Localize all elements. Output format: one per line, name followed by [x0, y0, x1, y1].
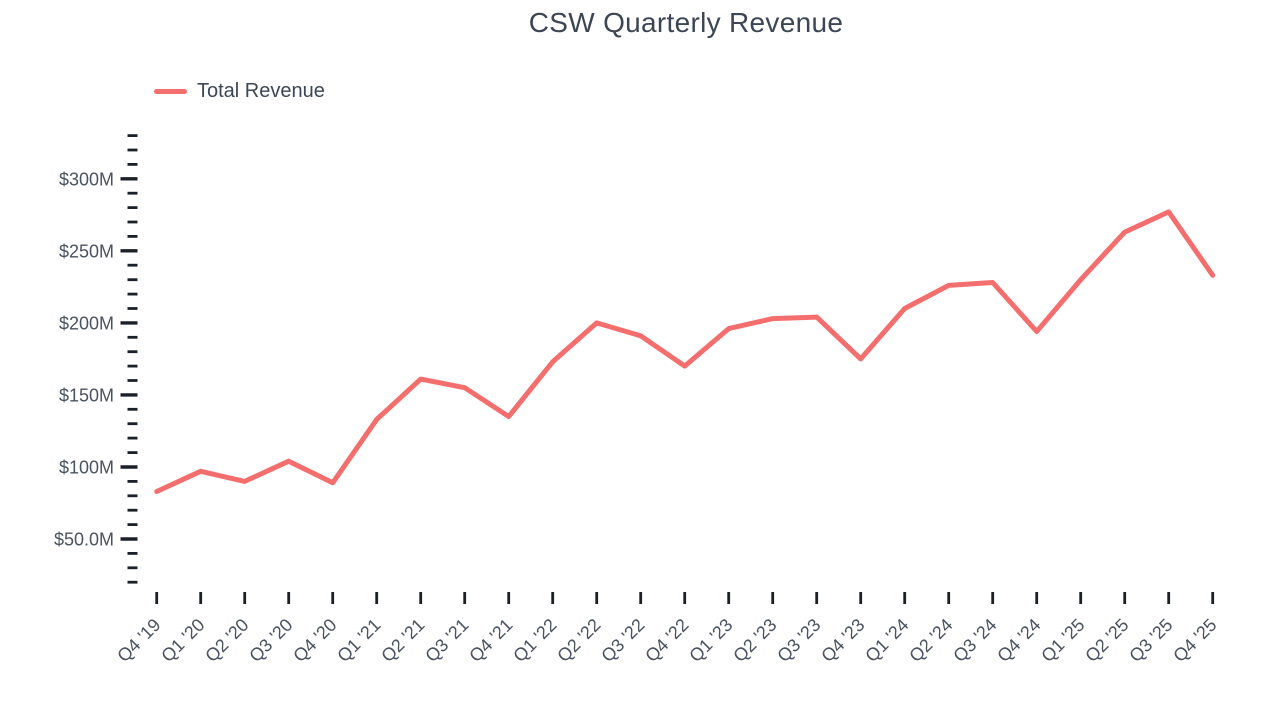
x-axis-label: Q2 '24	[905, 615, 956, 666]
y-axis-labels: $50.0M $100M $150M $200M $250M $300M	[54, 169, 114, 549]
revenue-series	[154, 209, 1216, 494]
y-axis-label: $300M	[59, 169, 114, 189]
x-axis-label: Q4 '25	[1169, 615, 1220, 666]
x-axis-label: Q2 '23	[729, 615, 780, 666]
y-axis-label: $250M	[59, 241, 114, 261]
x-axis-label: Q1 '21	[333, 615, 384, 666]
x-axis-label: Q4 '21	[465, 615, 516, 666]
x-axis-label: Q1 '24	[861, 615, 912, 666]
y-axis-ticks	[120, 134, 138, 584]
x-axis-label: Q3 '22	[597, 615, 648, 666]
x-axis-label: Q3 '21	[421, 615, 472, 666]
legend[interactable]: Total Revenue	[154, 80, 325, 103]
x-axis-label: Q2 '25	[1081, 615, 1132, 666]
x-axis-label: Q3 '24	[949, 615, 1000, 666]
x-axis-label: Q1 '25	[1037, 615, 1088, 666]
page-title: CSW Quarterly Revenue	[528, 7, 844, 38]
x-axis-label: Q2 '20	[201, 615, 252, 666]
x-axis-label: Q4 '23	[817, 615, 868, 666]
y-axis-label: $100M	[59, 458, 114, 478]
legend-line-swatch	[154, 89, 187, 94]
x-axis-label: Q1 '20	[157, 615, 208, 666]
x-axis-label: Q4 '24	[993, 615, 1044, 666]
x-axis-label: Q4 '20	[289, 615, 340, 666]
y-axis-label: $200M	[59, 313, 114, 333]
x-axis-label: Q2 '22	[553, 615, 604, 666]
x-axis-label: Q3 '23	[773, 615, 824, 666]
x-axis-label: Q3 '25	[1125, 615, 1176, 666]
revenue-line[interactable]	[154, 209, 1216, 494]
x-axis-label: Q4 '19	[113, 615, 164, 666]
x-axis-label: Q3 '20	[245, 615, 296, 666]
x-axis-label: Q1 '23	[685, 615, 736, 666]
x-axis-ticks	[155, 592, 1215, 604]
legend-label: Total Revenue	[197, 80, 325, 102]
y-axis-label: $50.0M	[54, 530, 114, 550]
y-axis-label: $150M	[59, 385, 114, 405]
x-axis-label: Q1 '22	[509, 615, 560, 666]
x-axis-label: Q4 '22	[641, 615, 692, 666]
x-axis-label: Q2 '21	[377, 615, 428, 666]
